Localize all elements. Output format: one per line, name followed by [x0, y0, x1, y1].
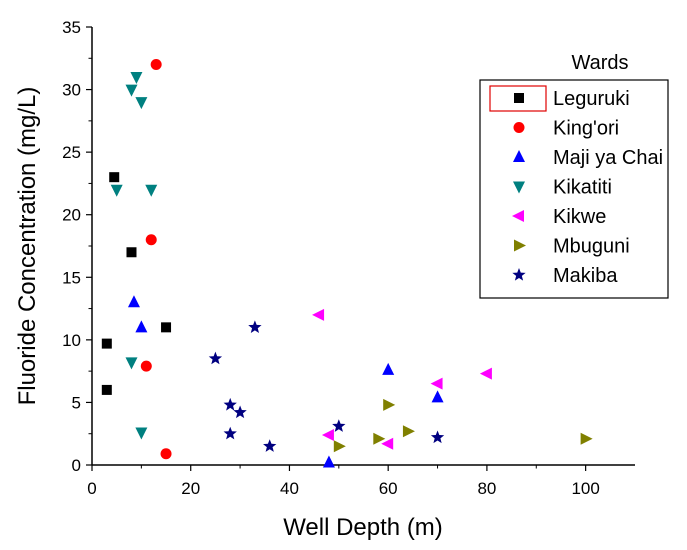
legend-marker — [512, 210, 524, 222]
legend-marker — [514, 239, 526, 252]
data-point — [140, 360, 152, 372]
x-tick-label: 40 — [280, 479, 299, 498]
data-point — [208, 351, 223, 365]
legend-label: Leguruki — [553, 88, 630, 110]
data-point — [322, 455, 335, 468]
legend: Wards Leguruki King'ori Maji ya Chai Kikati… — [479, 52, 669, 299]
legend-title: Wards — [571, 52, 628, 74]
data-point — [430, 430, 445, 444]
legend-item-maji-ya-chai: Maji ya Chai — [513, 147, 663, 169]
data-point — [381, 437, 394, 450]
data-point — [321, 428, 334, 441]
data-point — [135, 97, 148, 110]
legend-selection-box — [489, 85, 547, 112]
data-point — [263, 439, 277, 452]
series-mbuguni — [333, 398, 593, 453]
data-point — [101, 384, 112, 395]
legend-box — [479, 79, 669, 299]
data-point — [110, 184, 123, 197]
series-leguruki — [101, 172, 172, 395]
data-point — [145, 184, 158, 197]
legend-marker — [513, 150, 525, 162]
data-point — [233, 405, 247, 419]
data-point — [248, 320, 262, 334]
x-tick-label: 80 — [477, 479, 496, 498]
legend-item-kikatiti: Kikatiti — [513, 177, 612, 199]
series-kikatiti — [110, 72, 158, 440]
data-point — [125, 84, 138, 97]
data-point — [130, 72, 143, 85]
data-point — [161, 322, 172, 333]
legend-label: King'ori — [553, 118, 619, 140]
legend-item-kikwe: Kikwe — [512, 206, 606, 228]
y-tick-label: 10 — [62, 331, 81, 350]
data-point — [160, 448, 172, 460]
legend-label: Makiba — [553, 265, 618, 287]
data-point — [479, 367, 492, 380]
data-point — [135, 427, 148, 440]
legend-marker — [512, 268, 526, 281]
legend-marker — [514, 93, 524, 103]
series-maji-ya-chai — [127, 295, 444, 468]
series-kikwe — [312, 308, 492, 450]
data-point — [126, 247, 137, 258]
data-point — [109, 172, 120, 183]
series-king-ori — [140, 59, 172, 460]
y-tick-label: 20 — [62, 206, 81, 225]
data-point — [223, 397, 237, 411]
legend-marker — [513, 122, 525, 133]
data-point — [332, 419, 346, 432]
data-point — [101, 338, 112, 349]
y-tick-label: 25 — [62, 143, 81, 162]
data-point — [150, 59, 162, 71]
data-point — [223, 426, 237, 440]
data-point — [145, 234, 157, 246]
y-tick-label: 5 — [72, 393, 81, 412]
y-tick-label: 30 — [62, 81, 81, 100]
legend-item-king-ori: King'ori — [513, 118, 619, 140]
legend-item-makiba: Makiba — [512, 265, 618, 287]
legend-item-mbuguni: Mbuguni — [514, 236, 630, 258]
y-tick-label: 0 — [72, 456, 81, 475]
data-point — [312, 308, 325, 321]
data-point — [431, 390, 444, 403]
x-tick-label: 20 — [181, 479, 200, 498]
x-tick-label: 0 — [87, 479, 96, 498]
data-point — [580, 432, 593, 445]
data-point — [382, 362, 395, 375]
x-tick-label: 100 — [571, 479, 599, 498]
legend-label: Mbuguni — [553, 236, 630, 258]
legend-label: Maji ya Chai — [553, 147, 663, 169]
data-point — [333, 440, 346, 453]
legend-marker — [513, 181, 525, 194]
y-tick-label: 15 — [62, 268, 81, 287]
data-point — [135, 320, 148, 333]
data-point — [125, 357, 138, 370]
x-tick-label: 60 — [379, 479, 398, 498]
data-point — [383, 398, 396, 411]
y-axis-label: Fluoride Concentration (mg/L) — [14, 87, 41, 406]
data-points — [101, 59, 593, 468]
x-axis-label: Well Depth (m) — [283, 514, 443, 541]
legend-label: Kikwe — [553, 206, 606, 228]
legend-item-leguruki: Leguruki — [514, 88, 630, 110]
data-point — [373, 432, 386, 445]
tick-labels: 0 20 40 60 80 100 0 5 10 15 20 25 30 35 — [62, 18, 600, 498]
y-tick-label: 35 — [62, 18, 81, 37]
data-point — [430, 377, 443, 390]
data-point — [402, 425, 415, 438]
axes — [86, 26, 635, 471]
data-point — [127, 295, 140, 308]
legend-label: Kikatiti — [553, 177, 612, 199]
series-makiba — [208, 320, 445, 452]
